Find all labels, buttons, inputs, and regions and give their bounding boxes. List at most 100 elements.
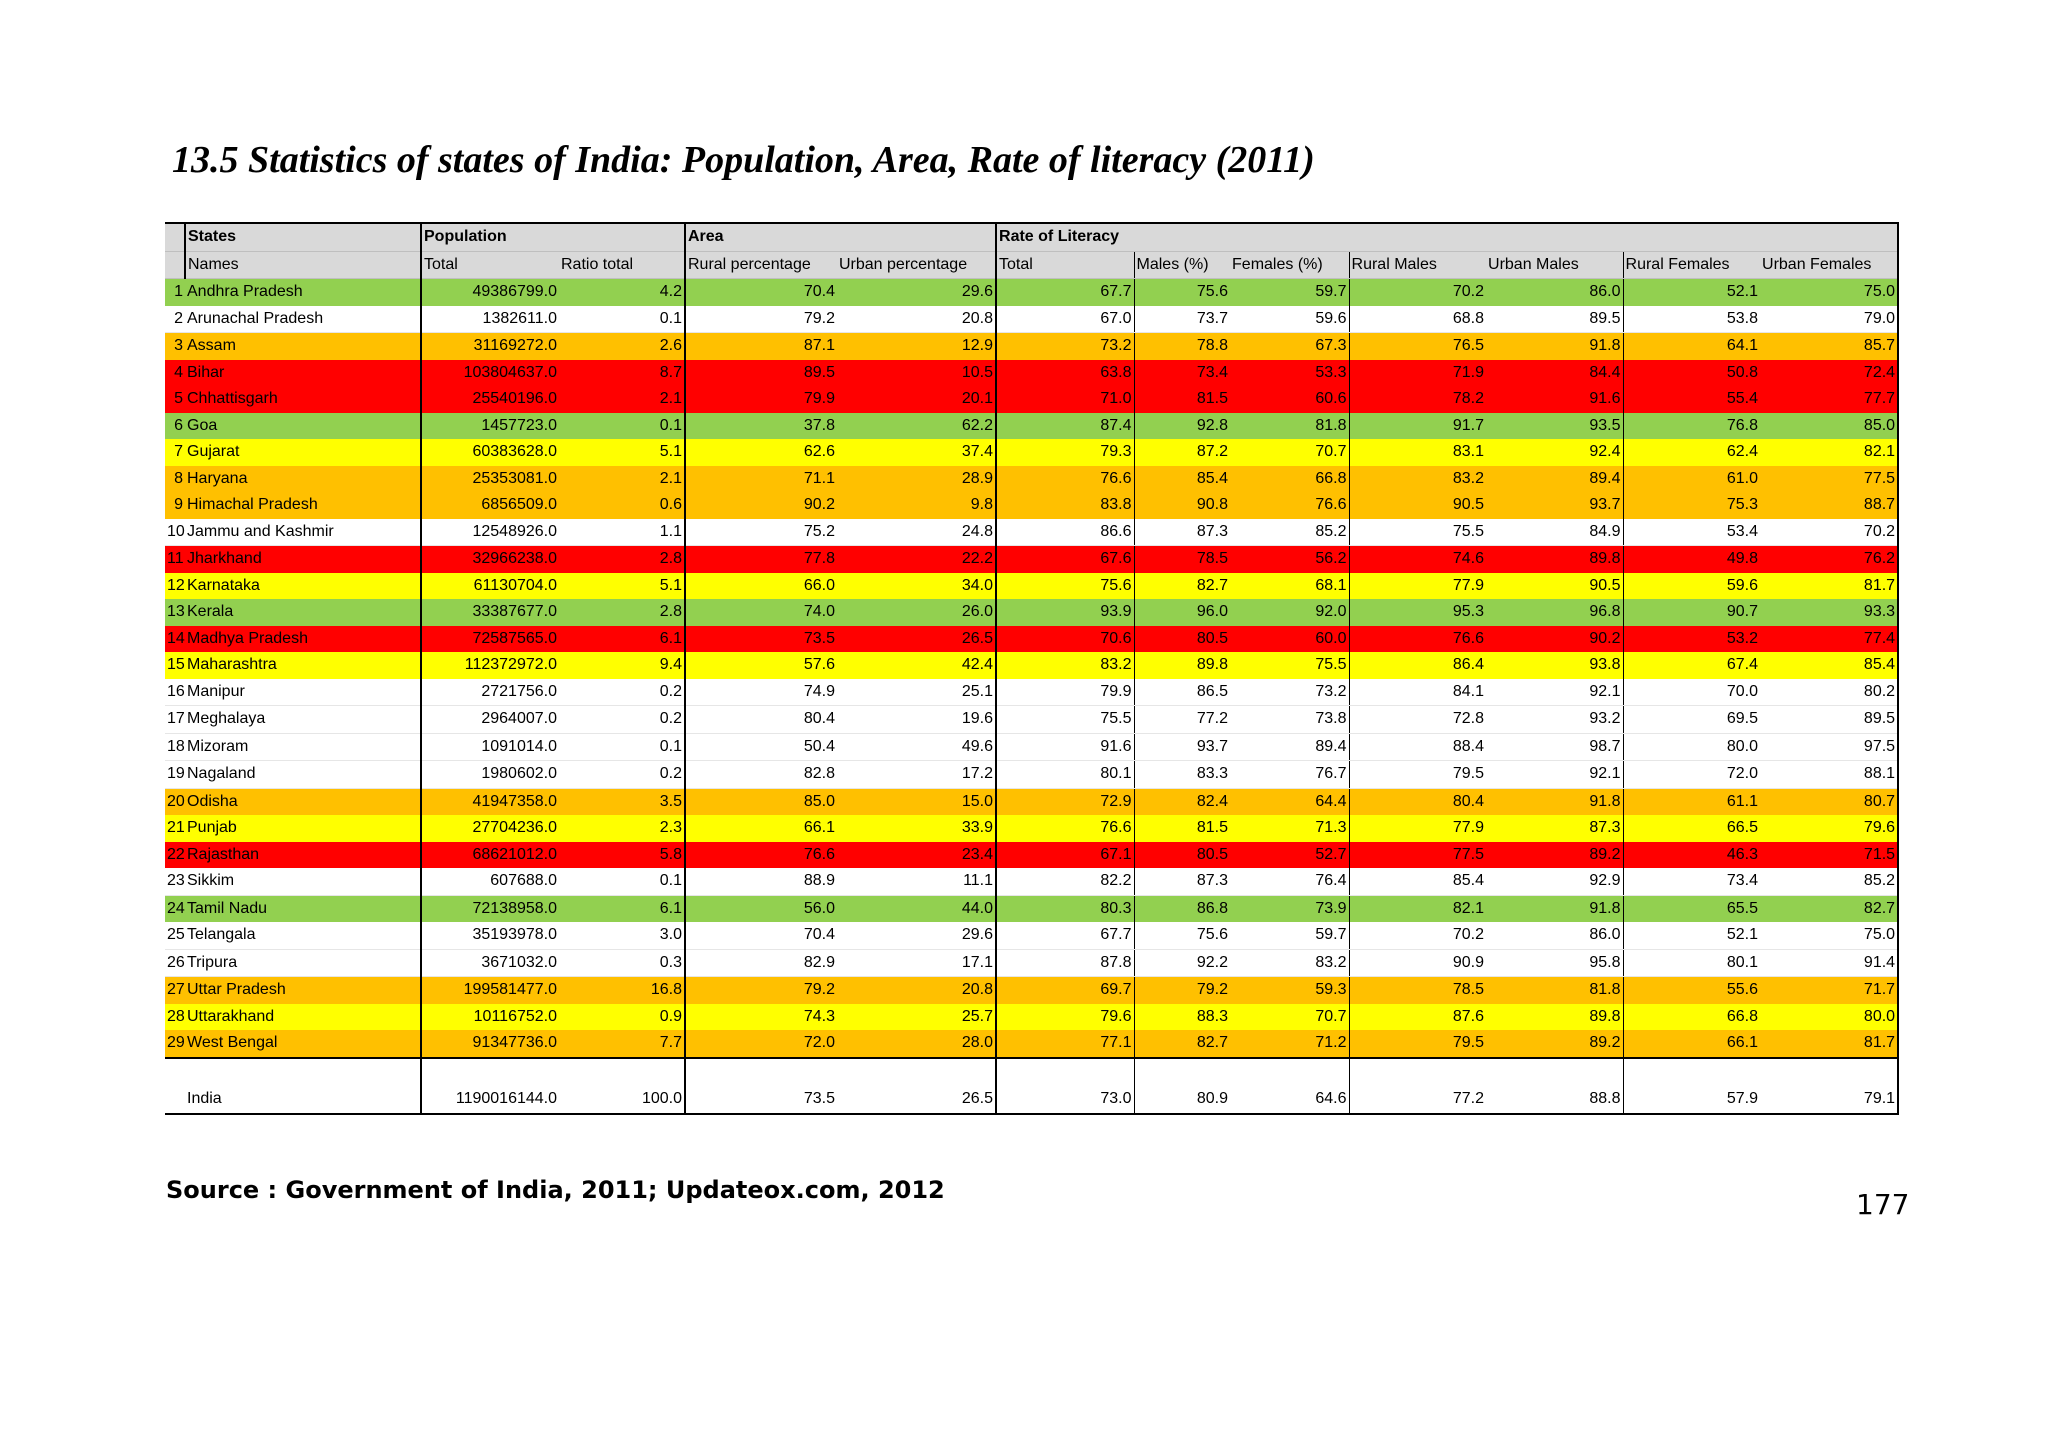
cell-rural-females: 55.4 xyxy=(1623,386,1761,413)
cell-literacy-total: 67.0 xyxy=(996,305,1135,333)
cell-rural-percentage: 77.8 xyxy=(685,545,837,573)
row-number: 2 xyxy=(165,305,185,333)
row-number: 20 xyxy=(165,788,185,815)
cell-males: 87.3 xyxy=(1134,518,1231,546)
state-name: Jharkhand xyxy=(185,545,422,573)
cell-literacy-total: 91.6 xyxy=(996,733,1135,761)
cell-rural-males: 86.4 xyxy=(1349,652,1487,679)
table-row: 21 Punjab 27704236.0 2.3 66.1 33.9 76.6 81.5 71.… xyxy=(165,815,1900,842)
row-number: 15 xyxy=(165,652,185,679)
cell-urban-percentage: 26.5 xyxy=(837,625,998,652)
cell-literacy-total: 79.9 xyxy=(996,678,1135,706)
state-name: Sikkim xyxy=(185,868,422,896)
cell-population-total: 32966238.0 xyxy=(421,545,559,573)
cell-literacy-total: 73.2 xyxy=(996,332,1135,360)
spacer-cell xyxy=(165,1056,185,1085)
table-row: 16 Manipur 2721756.0 0.2 74.9 25.1 79.9 86.5 73.… xyxy=(165,678,1900,706)
group-header-literacy: Rate of Literacy xyxy=(996,222,1900,252)
state-name: Mizoram xyxy=(185,733,422,761)
cell-ratio-total: 0.6 xyxy=(559,492,686,519)
total-males: 80.9 xyxy=(1134,1084,1231,1115)
row-number: 1 xyxy=(165,278,185,306)
cell-ratio-total: 0.2 xyxy=(559,678,686,706)
cell-literacy-total: 79.6 xyxy=(996,1003,1135,1030)
cell-urban-females: 91.4 xyxy=(1760,949,1900,977)
index-header-cell xyxy=(165,251,185,279)
row-number: 21 xyxy=(165,815,185,842)
table-row: 17 Meghalaya 2964007.0 0.2 80.4 19.6 75.5 77.2 7… xyxy=(165,705,1900,734)
cell-rural-females: 75.3 xyxy=(1623,492,1761,519)
cell-females: 71.3 xyxy=(1230,815,1350,842)
spacer-cell xyxy=(1486,1056,1624,1085)
cell-rural-females: 52.1 xyxy=(1623,278,1761,306)
cell-rural-females: 66.1 xyxy=(1623,1030,1761,1058)
cell-females: 60.0 xyxy=(1230,625,1350,652)
cell-rural-percentage: 80.4 xyxy=(685,705,837,734)
cell-rural-females: 53.4 xyxy=(1623,518,1761,546)
cell-ratio-total: 0.3 xyxy=(559,949,686,977)
cell-urban-percentage: 23.4 xyxy=(837,841,998,868)
cell-literacy-total: 71.0 xyxy=(996,386,1135,413)
cell-rural-males: 74.6 xyxy=(1349,545,1487,573)
cell-population-total: 112372972.0 xyxy=(421,652,559,679)
cell-males: 90.8 xyxy=(1134,492,1231,519)
cell-rural-percentage: 89.5 xyxy=(685,359,837,386)
cell-population-total: 25540196.0 xyxy=(421,386,559,413)
total-rural-females: 57.9 xyxy=(1623,1084,1761,1115)
cell-females: 81.8 xyxy=(1230,412,1350,439)
cell-rural-females: 55.6 xyxy=(1623,976,1761,1004)
row-number: 26 xyxy=(165,949,185,977)
cell-females: 75.5 xyxy=(1230,652,1350,679)
cell-urban-females: 77.5 xyxy=(1760,465,1900,492)
cell-males: 78.8 xyxy=(1134,332,1231,360)
cell-rural-percentage: 70.4 xyxy=(685,922,837,950)
cell-rural-percentage: 70.4 xyxy=(685,278,837,306)
cell-rural-females: 46.3 xyxy=(1623,841,1761,868)
cell-rural-percentage: 79.2 xyxy=(685,305,837,333)
cell-urban-percentage: 20.1 xyxy=(837,386,998,413)
cell-rural-females: 53.2 xyxy=(1623,625,1761,652)
cell-literacy-total: 63.8 xyxy=(996,359,1135,386)
cell-rural-males: 78.5 xyxy=(1349,976,1487,1004)
index-header-cell xyxy=(165,222,185,252)
cell-urban-females: 71.5 xyxy=(1760,841,1900,868)
table-row: 23 Sikkim 607688.0 0.1 88.9 11.1 82.2 87.3 76.4 8… xyxy=(165,868,1900,896)
table-row: 20 Odisha 41947358.0 3.5 85.0 15.0 72.9 82.4 64.… xyxy=(165,788,1900,815)
total-name: India xyxy=(185,1084,422,1115)
cell-rural-females: 61.0 xyxy=(1623,465,1761,492)
cell-rural-percentage: 71.1 xyxy=(685,465,837,492)
cell-urban-females: 85.0 xyxy=(1760,412,1900,439)
cell-population-total: 27704236.0 xyxy=(421,815,559,842)
cell-urban-males: 96.8 xyxy=(1486,599,1624,626)
cell-urban-males: 91.8 xyxy=(1486,895,1624,922)
cell-urban-males: 95.8 xyxy=(1486,949,1624,977)
total-urban-females: 79.1 xyxy=(1760,1084,1900,1115)
cell-males: 80.5 xyxy=(1134,841,1231,868)
cell-urban-females: 81.7 xyxy=(1760,1030,1900,1058)
cell-rural-males: 70.2 xyxy=(1349,922,1487,950)
cell-males: 89.8 xyxy=(1134,652,1231,679)
cell-urban-females: 70.2 xyxy=(1760,518,1900,546)
row-number: 28 xyxy=(165,1003,185,1030)
spacer-row xyxy=(165,1056,1900,1085)
cell-rural-females: 52.1 xyxy=(1623,922,1761,950)
cell-rural-females: 66.5 xyxy=(1623,815,1761,842)
cell-urban-males: 90.2 xyxy=(1486,625,1624,652)
cell-urban-males: 92.4 xyxy=(1486,439,1624,466)
cell-literacy-total: 75.6 xyxy=(996,572,1135,599)
cell-urban-males: 86.0 xyxy=(1486,278,1624,306)
cell-urban-percentage: 29.6 xyxy=(837,922,998,950)
cell-females: 59.7 xyxy=(1230,278,1350,306)
table-row: 11 Jharkhand 32966238.0 2.8 77.8 22.2 67.6 78.5… xyxy=(165,545,1900,573)
state-name: Chhattisgarh xyxy=(185,386,422,413)
column-header-females: Females (%) xyxy=(1230,251,1350,279)
source-note: Source : Government of India, 2011; Upda… xyxy=(166,1176,945,1204)
cell-ratio-total: 9.4 xyxy=(559,652,686,679)
cell-population-total: 1457723.0 xyxy=(421,412,559,439)
cell-urban-percentage: 28.9 xyxy=(837,465,998,492)
state-name: Telangala xyxy=(185,922,422,950)
cell-urban-percentage: 29.6 xyxy=(837,278,998,306)
cell-urban-percentage: 49.6 xyxy=(837,733,998,761)
total-rural-males: 77.2 xyxy=(1349,1084,1487,1115)
row-number: 22 xyxy=(165,841,185,868)
